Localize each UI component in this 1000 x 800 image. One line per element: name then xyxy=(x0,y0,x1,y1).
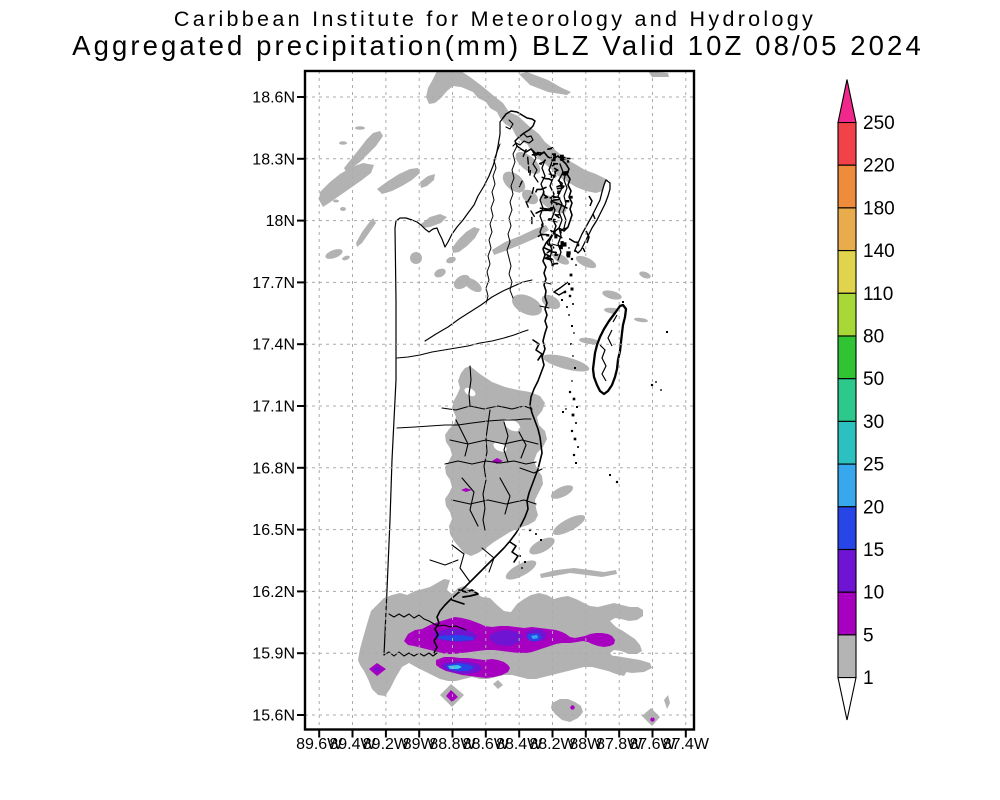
svg-text:89W: 89W xyxy=(403,736,437,753)
svg-text:50: 50 xyxy=(863,369,884,390)
svg-text:17.1N: 17.1N xyxy=(252,399,295,416)
svg-text:5: 5 xyxy=(863,625,874,646)
svg-text:Caribbean Institute for Meteor: Caribbean Institute for Meteorology and … xyxy=(174,7,816,31)
svg-text:17.7N: 17.7N xyxy=(252,275,295,292)
svg-text:18.6N: 18.6N xyxy=(252,90,295,107)
svg-text:87.4W: 87.4W xyxy=(663,736,710,753)
svg-text:87.6W: 87.6W xyxy=(629,736,676,753)
svg-text:30: 30 xyxy=(863,412,884,433)
svg-text:1: 1 xyxy=(863,668,874,689)
svg-text:10: 10 xyxy=(863,583,884,604)
svg-text:17.4N: 17.4N xyxy=(252,337,295,354)
svg-text:15.6N: 15.6N xyxy=(252,708,295,725)
svg-text:15.9N: 15.9N xyxy=(252,646,295,663)
svg-text:Aggregated precipitation(mm) B: Aggregated precipitation(mm) BLZ Valid 1… xyxy=(72,30,924,61)
svg-text:89.4W: 89.4W xyxy=(329,736,376,753)
svg-text:220: 220 xyxy=(863,156,895,177)
svg-text:20: 20 xyxy=(863,497,884,518)
svg-text:88W: 88W xyxy=(569,736,603,753)
svg-text:180: 180 xyxy=(863,198,895,219)
svg-text:16.8N: 16.8N xyxy=(252,460,295,477)
svg-text:15: 15 xyxy=(863,540,884,561)
svg-text:88.6W: 88.6W xyxy=(463,736,510,753)
svg-text:87.8W: 87.8W xyxy=(596,736,643,753)
svg-text:16.5N: 16.5N xyxy=(252,522,295,539)
svg-text:18.3N: 18.3N xyxy=(252,151,295,168)
svg-text:16.2N: 16.2N xyxy=(252,584,295,601)
svg-text:140: 140 xyxy=(863,241,895,262)
svg-text:88.8W: 88.8W xyxy=(429,736,476,753)
svg-text:80: 80 xyxy=(863,327,884,348)
svg-text:18N: 18N xyxy=(266,213,295,230)
svg-text:89.2W: 89.2W xyxy=(363,736,410,753)
svg-text:110: 110 xyxy=(863,284,893,305)
svg-text:88.2W: 88.2W xyxy=(529,736,576,753)
svg-text:250: 250 xyxy=(863,113,895,134)
svg-text:25: 25 xyxy=(863,455,884,476)
svg-text:89.6W: 89.6W xyxy=(296,736,343,753)
svg-text:88.4W: 88.4W xyxy=(496,736,543,753)
